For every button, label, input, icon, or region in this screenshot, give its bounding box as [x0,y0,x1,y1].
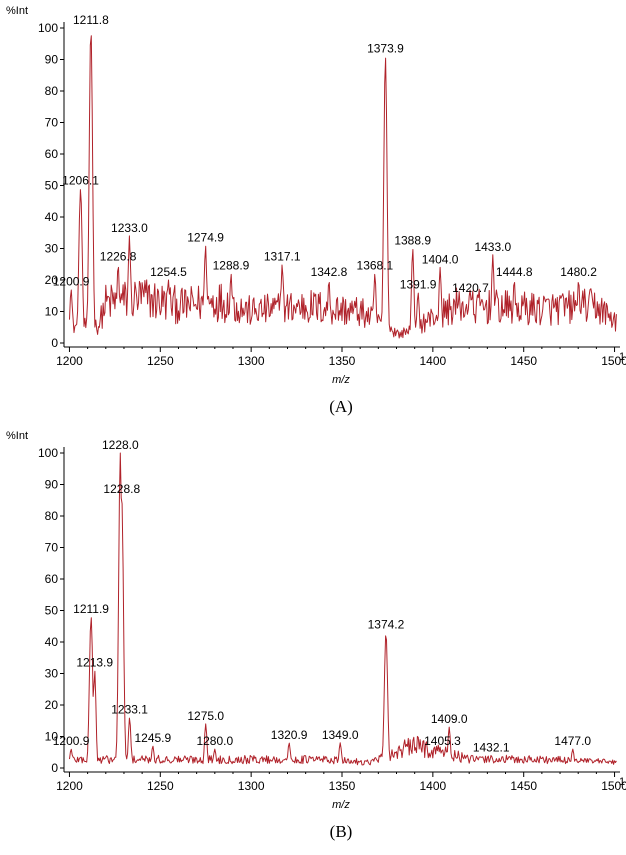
axes: 0 10 20 30 40 50 60 70 80 90 100 1200 1250 1300 1350 14… [38,446,626,793]
peak-label: 1368.1 [357,259,394,273]
peak-label: 1320.9 [271,728,308,742]
y-axis-title: %Int [6,430,28,442]
peak-label: 1480.2 [560,265,597,279]
y-tick-label: 10 [45,730,59,744]
peak-label: 1409.0 [431,712,468,726]
peak-label: 1433.0 [474,240,511,254]
y-tick-label: 40 [45,635,59,649]
peak-label: 1226.8 [100,249,137,263]
peak-label: 1213.9 [76,655,113,669]
y-tick-label: 0 [51,761,58,775]
peak-label: 1405.3 [424,734,461,748]
peak-label: 1200.9 [53,734,90,748]
spectrum-panel-a: %Int m/z 1 (A) 0 10 20 30 40 50 60 70 80 90 100 120… [0,0,626,425]
spectrum-chart-b: %Int m/z 1 (B) 0 10 20 30 40 50 60 70 80 90 100 120… [6,430,626,841]
y-tick-label: 10 [45,305,59,319]
x-tick-label: 1400 [419,779,446,793]
y-tick-label: 80 [45,84,59,98]
x-tick-label: 1250 [147,354,174,368]
x-tick-label: 1350 [329,779,356,793]
x-tick-label: 1300 [238,779,265,793]
y-tick-label: 50 [45,604,59,618]
corner-mark: 1 [619,776,625,788]
spectrum-trace [69,35,617,339]
y-tick-label: 60 [45,572,59,586]
x-tick-label: 1450 [510,354,537,368]
y-tick-label: 100 [38,446,58,460]
y-tick-label: 20 [45,273,59,287]
peak-labels: 1211.8 1373.9 1206.1 1233.0 1274.9 1388.9 1433… [53,13,598,295]
y-tick-label: 50 [45,179,59,193]
y-tick-label: 100 [38,21,58,35]
y-tick-label: 90 [45,53,59,67]
peak-label: 1388.9 [394,234,431,248]
peak-label: 1342.8 [311,265,348,279]
peak-label: 1274.9 [187,230,224,244]
x-tick-label: 1250 [147,779,174,793]
y-axis-title: %Int [6,5,28,17]
peak-label: 1211.9 [73,602,109,616]
spectrum-panel-b: %Int m/z 1 (B) 0 10 20 30 40 50 60 70 80 90 100 120… [0,425,626,850]
peak-label: 1420.7 [452,281,489,295]
y-tick-label: 60 [45,147,59,161]
peak-labels: 1228.0 1228.8 1211.9 1374.2 1213.9 1233.1 1275… [53,438,592,754]
corner-mark: 1 [619,351,625,363]
peak-label: 1275.0 [187,709,224,723]
peak-label: 1288.9 [213,259,250,273]
panel-caption: (A) [329,397,353,416]
y-tick-label: 30 [45,667,59,681]
peak-label: 1477.0 [554,734,591,748]
peak-label: 1200.9 [53,274,90,288]
peak-label: 1233.1 [111,703,148,717]
peak-label: 1391.9 [400,278,437,292]
x-tick-label: 1400 [419,354,446,368]
x-tick-label: 1500 [601,354,626,368]
peak-label: 1432.1 [473,740,510,754]
y-tick-label: 20 [45,698,59,712]
axes: 0 10 20 30 40 50 60 70 80 90 100 1200 1250 1300 1350 14… [38,21,626,368]
peak-label: 1374.2 [368,618,405,632]
spectrum-trace [69,452,617,766]
peak-label: 1444.8 [496,265,533,279]
x-axis-title: m/z [332,374,350,386]
peak-label: 1245.9 [134,731,171,745]
y-tick-label: 70 [45,541,59,555]
y-tick-label: 70 [45,116,59,130]
peak-label: 1349.0 [322,728,359,742]
y-tick-label: 90 [45,478,59,492]
peak-label: 1228.0 [102,438,139,452]
y-tick-label: 0 [51,336,58,350]
spectrum-chart-a: %Int m/z 1 (A) 0 10 20 30 40 50 60 70 80 90 100 120… [6,5,626,416]
peak-label: 1373.9 [367,41,404,55]
x-tick-label: 1350 [329,354,356,368]
x-axis-title: m/z [332,799,350,811]
x-tick-label: 1200 [56,354,83,368]
peak-label: 1254.5 [150,265,187,279]
peak-label: 1233.0 [111,221,148,235]
panel-caption: (B) [330,822,353,841]
x-tick-label: 1300 [238,354,265,368]
y-tick-label: 30 [45,242,59,256]
peak-label: 1211.8 [73,13,109,27]
x-tick-label: 1450 [510,779,537,793]
peak-label: 1280.0 [196,734,233,748]
peak-label: 1228.8 [103,482,140,496]
y-tick-label: 80 [45,509,59,523]
y-tick-label: 40 [45,210,59,224]
x-tick-label: 1500 [601,779,626,793]
peak-label: 1404.0 [422,252,459,266]
x-tick-label: 1200 [56,779,83,793]
peak-label: 1317.1 [264,249,301,263]
peak-label: 1206.1 [62,174,99,188]
